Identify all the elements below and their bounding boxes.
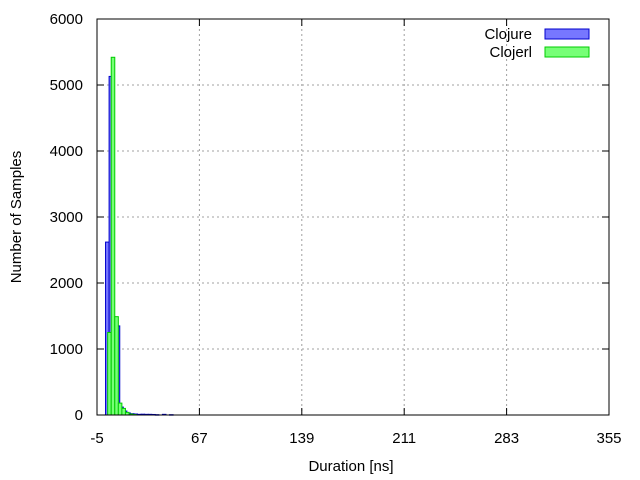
y-axis-label: Number of Samples — [8, 151, 25, 284]
y-tick-label: 5000 — [50, 77, 83, 94]
y-tick-label: 6000 — [50, 11, 83, 28]
bar — [121, 407, 126, 416]
bar — [114, 316, 119, 416]
x-tick-label: 283 — [494, 430, 519, 447]
y-axis-ticks: 0 1000 2000 3000 4000 5000 6000 — [50, 11, 609, 424]
x-tick-label: 139 — [289, 430, 314, 447]
x-tick-label: 211 — [392, 430, 416, 447]
grid-lines — [96, 19, 610, 415]
x-tick-label: 355 — [596, 430, 621, 447]
legend-swatch — [544, 46, 590, 58]
x-axis-ticks: -5 67 139 211 283 355 — [90, 19, 622, 447]
x-tick-label: -5 — [90, 430, 103, 447]
bar — [107, 332, 112, 416]
x-axis-label: Duration [ns] — [308, 458, 393, 475]
bar — [110, 56, 116, 416]
y-tick-label: 1000 — [50, 341, 83, 358]
series-clojerl — [107, 56, 137, 416]
y-tick-label: 3000 — [50, 209, 83, 226]
y-tick-label: 2000 — [50, 275, 83, 292]
y-tick-label: 0 — [75, 407, 83, 424]
legend-swatch — [544, 28, 590, 40]
bar — [117, 402, 123, 416]
legend-label: Clojerl — [489, 44, 532, 61]
y-tick-label: 4000 — [50, 143, 83, 160]
x-tick-label: 67 — [191, 430, 208, 447]
bars-layer — [105, 56, 174, 416]
legend-label: Clojure — [484, 26, 532, 43]
